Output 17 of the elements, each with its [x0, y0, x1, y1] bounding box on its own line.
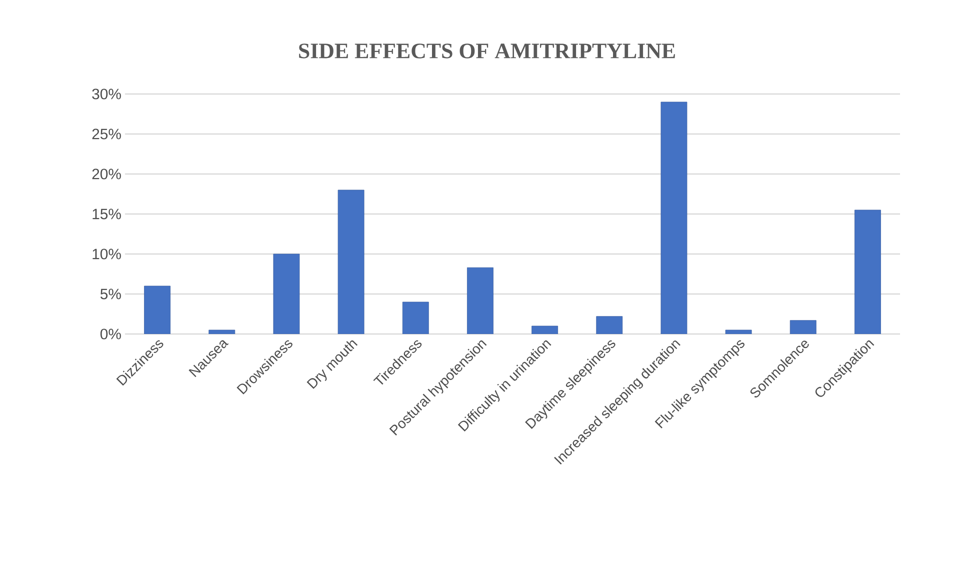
bar — [467, 267, 494, 334]
y-tick-label: 10% — [92, 248, 121, 260]
bar — [402, 302, 429, 334]
y-tick-label: 20% — [92, 168, 121, 180]
y-tick-label: 5% — [100, 288, 121, 300]
bar — [596, 316, 623, 334]
bar — [144, 286, 170, 334]
bar — [790, 320, 816, 334]
bar — [660, 102, 688, 334]
bar — [854, 210, 881, 334]
y-tick-label: 0% — [100, 328, 121, 340]
y-tick-label: 30% — [92, 88, 121, 100]
chart-title: SIDE EFFECTS OF AMITRIPTYLINE — [299, 44, 675, 58]
y-tick-label: 15% — [92, 208, 121, 220]
y-tick-label: 25% — [92, 128, 121, 140]
bar — [273, 254, 300, 334]
bar — [338, 190, 364, 334]
